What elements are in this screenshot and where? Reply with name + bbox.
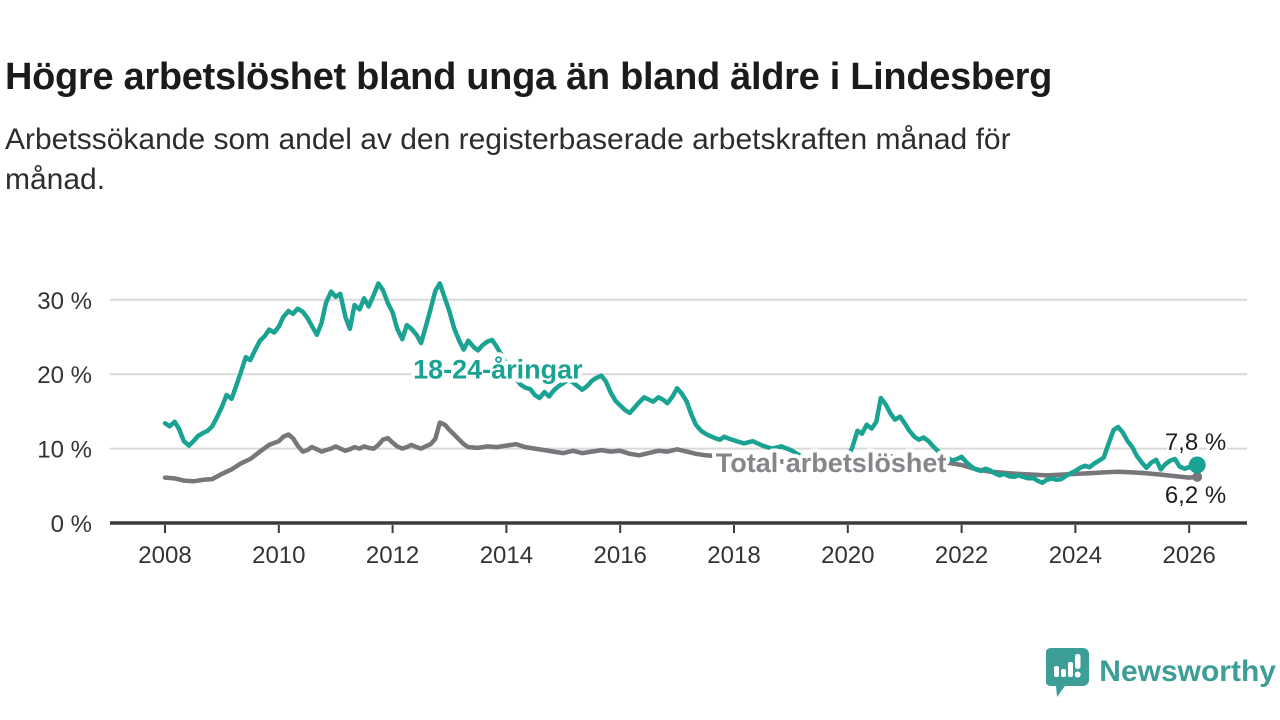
page-title: Högre arbetslöshet bland unga än bland ä…	[5, 56, 1053, 99]
x-axis-label-2008: 2008	[138, 542, 191, 569]
end-value-label-18-24-ringar: 7,8 %	[1165, 429, 1226, 456]
x-axis-label-2026: 2026	[1163, 542, 1216, 569]
series-end-dot-18-24-ringar	[1188, 456, 1206, 474]
subtitle-line-1: Arbetssökande som andel av den registerb…	[5, 123, 1011, 156]
subtitle-line-2: månad.	[5, 163, 106, 196]
y-axis-label-30pct: 30 %	[37, 288, 92, 315]
x-axis-label-2010: 2010	[252, 542, 305, 569]
bar-3	[1068, 662, 1074, 677]
newsworthy-logo-icon	[1046, 648, 1090, 697]
y-axis-label-0pct: 0 %	[51, 511, 92, 538]
y-axis-label-10pct: 10 %	[37, 437, 92, 464]
x-axis-label-2024: 2024	[1049, 542, 1102, 569]
series-label-18-24-ringar: 18-24-åringar	[413, 355, 583, 385]
series-end-dot-total-arbetsl-shet	[1192, 471, 1203, 482]
end-value-label-total-arbetsl-shet: 6,2 %	[1165, 482, 1226, 509]
series-line-18-24-ringar	[162, 281, 1200, 486]
exclamation-dot	[1074, 671, 1081, 678]
chart-subtitle: Arbetssökande som andel av den registerb…	[5, 120, 1185, 200]
exclamation-bar	[1075, 654, 1081, 669]
bar-1	[1054, 666, 1060, 677]
bar-2	[1061, 669, 1067, 677]
x-axis-label-2012: 2012	[366, 542, 419, 569]
newsworthy-brand: Newsworthy	[1046, 646, 1276, 698]
series-label-total-arbetsl-shet: Total arbetslöshet	[716, 448, 947, 478]
x-axis-label-2014: 2014	[480, 542, 533, 569]
x-axis-label-2020: 2020	[821, 542, 874, 569]
speech-bubble-shape	[1046, 648, 1090, 697]
brand-name: Newsworthy	[1099, 655, 1276, 688]
series-line-total-arbetsl-shet	[162, 420, 1200, 484]
y-axis-label-20pct: 20 %	[37, 362, 92, 389]
x-axis-label-2022: 2022	[935, 542, 988, 569]
x-axis-label-2016: 2016	[594, 542, 647, 569]
x-axis-label-2018: 2018	[707, 542, 760, 569]
